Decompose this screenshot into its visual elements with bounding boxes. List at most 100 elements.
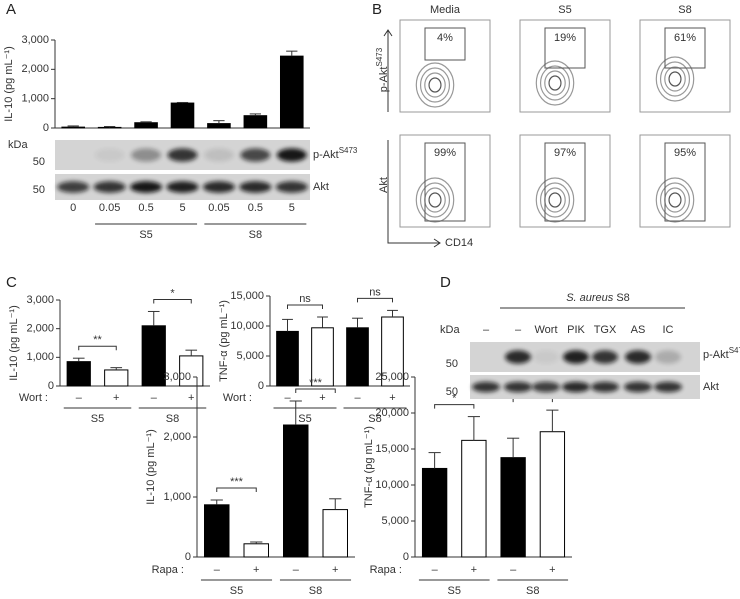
sig-label: ** (93, 334, 102, 346)
x-tick-label: 5 (289, 202, 295, 214)
sig-bracket (287, 304, 323, 309)
bar (204, 504, 230, 558)
label-main: p-Akt (313, 149, 339, 161)
y-axis-label: TNF-α (pg mL⁻¹) (218, 300, 230, 382)
group-label: S8 (166, 413, 179, 425)
blot-band (504, 381, 532, 393)
y-axis-label: TNF-α (pg mL⁻¹) (363, 426, 375, 508)
blot-band (57, 181, 90, 193)
column-label: S5 (558, 4, 571, 16)
blot-band (591, 381, 619, 393)
y-tick-label: 3,000 (21, 34, 49, 46)
bar (500, 457, 526, 558)
group-label: S5 (298, 413, 311, 425)
group-label: S8 (249, 229, 262, 241)
x-tick-label: 0 (70, 202, 76, 214)
contour (539, 65, 571, 101)
y-tick-label: 0 (185, 551, 191, 563)
blot-band (131, 148, 162, 162)
panel-label: D (440, 274, 451, 291)
label-superscript: S473 (339, 146, 358, 155)
y-tick-label: 1,000 (163, 491, 191, 503)
contour (655, 177, 695, 223)
group-label: S5 (448, 585, 461, 594)
bar (421, 467, 448, 558)
x-tick-label: – (284, 392, 291, 404)
x-row-label: Wort : (223, 392, 252, 404)
label-text: Akt (378, 177, 390, 193)
contour (415, 177, 455, 223)
y-tick-label: 0 (43, 122, 49, 134)
contour (659, 182, 691, 218)
treatment-strain: S8 (616, 292, 629, 304)
treatment-name: S. aureus (566, 292, 614, 304)
blot-band (275, 181, 308, 193)
blot-unit: kDa (8, 139, 28, 151)
bar (134, 122, 158, 129)
x-tick-label: + (549, 564, 555, 576)
bar (322, 509, 348, 558)
panel-label: C (6, 274, 17, 291)
blot-band (532, 381, 560, 393)
contour (659, 61, 691, 97)
lane-label: PIK (567, 324, 585, 336)
blot-band (202, 181, 235, 193)
flow-plot (399, 19, 491, 113)
gate-label: 4% (437, 32, 453, 44)
x-tick-label: + (319, 392, 325, 404)
gate (664, 142, 706, 222)
x-tick-label: 0.5 (138, 202, 153, 214)
contour (544, 187, 566, 213)
bar (346, 327, 369, 387)
contour (424, 72, 446, 98)
bar (243, 115, 268, 129)
x-tick-label: 0.5 (248, 202, 263, 214)
label-superscript: S473 (375, 47, 384, 66)
x-tick-label: – (510, 564, 517, 576)
bar (207, 123, 231, 129)
y-tick-label: 1,000 (26, 351, 54, 363)
y-tick-label: 5,000 (381, 515, 409, 527)
bar (539, 431, 566, 558)
flow-plot (519, 19, 611, 113)
bar (243, 543, 269, 558)
bar (276, 330, 299, 387)
gate (424, 142, 466, 222)
y-tick-label: 2,000 (21, 63, 49, 75)
contour (655, 56, 695, 102)
blot-band (625, 350, 651, 364)
group-label: S5 (139, 229, 152, 241)
blot-band (654, 381, 682, 393)
y-axis-label: IL-10 (pg mL⁻¹) (145, 429, 157, 505)
label-main: Akt (313, 181, 329, 193)
sig-bracket (434, 404, 475, 409)
sig-label: *** (230, 476, 244, 488)
mw-label: 50 (33, 156, 45, 168)
gate-label: 61% (674, 32, 696, 44)
blot-band (563, 350, 589, 364)
sig-bracket (216, 487, 257, 492)
label-text: p-AktS473 (375, 47, 390, 92)
panel-label: B (372, 1, 382, 18)
lane-label: – (515, 324, 522, 336)
blot-band (93, 181, 126, 193)
sig-label: ns (369, 286, 381, 298)
flow-plot (399, 134, 491, 228)
x-tick-label: 0.05 (99, 202, 120, 214)
bar (461, 439, 487, 558)
blot-band (94, 148, 125, 162)
lane-label: TGX (594, 324, 617, 336)
x-tick-label: – (293, 564, 300, 576)
contour (428, 192, 442, 208)
lane-label: Wort (534, 324, 557, 336)
mw-label: 50 (446, 358, 458, 370)
bar (279, 55, 304, 129)
contour (419, 67, 451, 103)
blot-band (655, 350, 681, 364)
panel-label: A (6, 1, 16, 18)
bar (141, 325, 166, 387)
contour (419, 182, 451, 218)
sig-bracket (78, 345, 117, 351)
blot-band (203, 148, 234, 162)
sig-bracket (357, 297, 393, 303)
